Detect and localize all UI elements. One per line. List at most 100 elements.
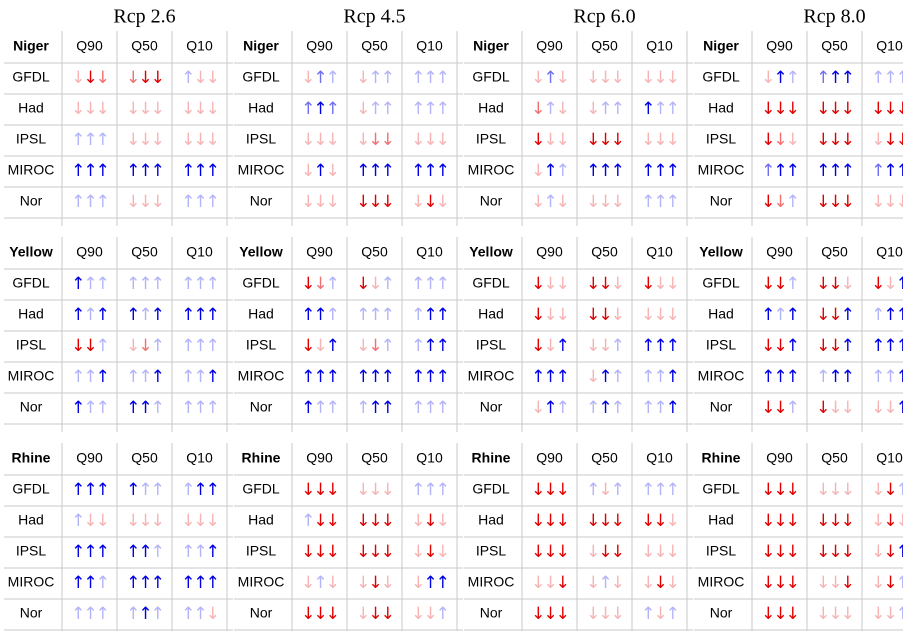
arrow: ↑ [96,604,108,624]
arrow: ↑ [368,305,380,325]
arrow: ↑ [786,192,798,212]
model-name: GFDL [12,275,50,291]
arrow: ↓ [381,542,393,562]
arrow-cell: ↑↑↑ [71,542,108,562]
arrow: ↓ [841,480,853,500]
model-name: MIROC [468,162,515,178]
arrow: ↑ [666,604,678,624]
arrow: ↑ [641,604,653,624]
arrow: ↓ [206,511,218,531]
river-name: Rhine [702,450,741,466]
arrow-cell: ↑↑↑ [871,68,903,88]
arrow-cell: ↓↓↓ [761,130,798,150]
arrow: ↓ [641,511,653,531]
arrow: ↑ [828,68,840,88]
model-name: MIROC [8,368,55,384]
arrow: ↓ [83,99,95,119]
arrow: ↑ [326,398,338,418]
arrow: ↓ [126,336,138,356]
arrow: ↑ [96,336,108,356]
arrow: ↑ [83,367,95,387]
arrow: ↑ [151,604,163,624]
arrow: ↑ [543,367,555,387]
arrow: ↓ [611,192,623,212]
arrow-cell: ↓↓↓ [301,542,338,562]
arrow: ↑ [326,305,338,325]
arrow: ↓ [138,99,150,119]
arrow: ↑ [381,367,393,387]
arrow-cell: ↓↓↓ [181,99,218,119]
arrow: ↑ [301,99,313,119]
arrow: ↑ [206,398,218,418]
arrow: ↑ [411,274,423,294]
arrow: ↑ [883,161,895,181]
arrow: ↑ [828,161,840,181]
arrow: ↑ [423,68,435,88]
arrow: ↓ [896,511,903,531]
arrow: ↓ [841,511,853,531]
arrow: ↑ [611,161,623,181]
quantile-header: Q50 [131,244,158,260]
model-name: MIROC [238,368,285,384]
arrow-cell: ↓↓↓ [411,192,448,212]
quantile-header: Q50 [361,38,388,54]
arrow: ↑ [151,274,163,294]
panel-title: Rcp 4.5 [343,6,405,28]
arrow-cell: ↓↓↓ [871,130,903,150]
river-name: Yellow [699,244,743,260]
arrow: ↓ [326,573,338,593]
quantile-header: Q10 [876,38,903,54]
arrow: ↑ [761,161,773,181]
quantile-header: Q10 [416,244,443,260]
arrow: ↓ [841,573,853,593]
arrow: ↑ [326,68,338,88]
arrow: ↓ [326,480,338,500]
arrow-cell: ↑↑↑ [411,336,448,356]
river-name: Yellow [239,244,283,260]
arrow-cell: ↓↓↓ [641,274,678,294]
arrow: ↑ [206,161,218,181]
arrow-cell: ↑↑↑ [871,367,903,387]
arrow: ↓ [381,192,393,212]
arrow-cell: ↑↓↓ [181,68,218,88]
arrow: ↓ [368,511,380,531]
arrow: ↓ [181,130,193,150]
model-name: IPSL [16,131,47,147]
arrow: ↓ [586,305,598,325]
arrow: ↑ [666,480,678,500]
arrow: ↓ [83,68,95,88]
arrow: ↓ [598,604,610,624]
arrow: ↓ [531,542,543,562]
arrow: ↓ [326,130,338,150]
arrow: ↓ [368,192,380,212]
arrow: ↓ [816,604,828,624]
arrow: ↓ [773,480,785,500]
arrow: ↓ [586,542,598,562]
arrow: ↓ [531,68,543,88]
arrow: ↓ [193,130,205,150]
arrow: ↓ [828,336,840,356]
arrow: ↓ [761,274,773,294]
arrow: ↑ [313,398,325,418]
arrow: ↑ [151,367,163,387]
arrow-cell: ↑↑↑ [126,604,163,624]
arrow: ↓ [883,99,895,119]
arrow-cell: ↑↑↑ [126,367,163,387]
arrow-cell: ↓↓↓ [586,192,623,212]
arrow: ↓ [611,68,623,88]
arrow: ↑ [326,99,338,119]
arrow-cell: ↓↓↓ [816,573,853,593]
arrow-cell: ↑↑↑ [411,161,448,181]
arrow-cell: ↓↓↑ [816,336,853,356]
arrow: ↓ [786,604,798,624]
arrow: ↑ [896,367,903,387]
model-name: MIROC [698,162,745,178]
arrow: ↑ [151,398,163,418]
arrow-cell: ↓↓↓ [301,480,338,500]
arrow: ↓ [666,68,678,88]
panel-title: Rcp 8.0 [803,6,865,28]
model-name: IPSL [246,543,277,559]
arrow: ↓ [423,130,435,150]
arrow: ↓ [883,274,895,294]
arrow: ↑ [301,305,313,325]
